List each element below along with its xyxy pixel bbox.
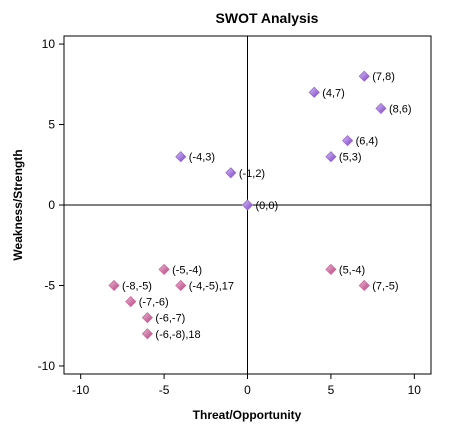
scatter-point bbox=[375, 102, 387, 114]
scatter-point bbox=[175, 279, 187, 292]
scatter-point bbox=[125, 296, 137, 308]
scatter-point bbox=[175, 151, 187, 163]
scatter-point bbox=[141, 312, 153, 324]
ticks-layer: -10 -5 0 5 10 10 5 0 -5 -10 bbox=[38, 37, 422, 397]
point-label: (-6,-7) bbox=[155, 313, 185, 325]
point-label: (6,4) bbox=[356, 136, 379, 148]
point-labels-layer: (7,8) (4,7) (8,6) (6,4) (5,3) (-4,3) (-1,2) (0,… bbox=[122, 71, 412, 341]
y-tick-label: -5 bbox=[44, 278, 55, 292]
y-tick-label: 0 bbox=[48, 198, 55, 212]
x-tick-label: -5 bbox=[159, 383, 170, 397]
y-axis-title: Weakness/Strength bbox=[11, 149, 25, 260]
scatter-point bbox=[325, 151, 337, 163]
scatter-point bbox=[325, 263, 337, 275]
y-tick-label: 10 bbox=[42, 37, 56, 51]
scatter-point bbox=[308, 86, 320, 98]
point-label: (-6,-8),18 bbox=[155, 329, 200, 341]
point-label: (7,-5) bbox=[372, 280, 398, 292]
x-tick-label: 5 bbox=[328, 383, 335, 397]
points-layer bbox=[108, 70, 387, 340]
scatter-point bbox=[358, 279, 370, 292]
x-tick-label: 10 bbox=[408, 383, 422, 397]
y-tick-label: 5 bbox=[48, 118, 55, 132]
point-label: (-8,-5) bbox=[122, 280, 152, 292]
point-label: (7,8) bbox=[372, 71, 395, 83]
point-label: (0,0) bbox=[256, 200, 279, 212]
y-tick-label: -10 bbox=[38, 359, 56, 373]
point-label: (8,6) bbox=[389, 103, 412, 115]
point-label: (-4,3) bbox=[189, 152, 215, 164]
scatter-point bbox=[241, 199, 254, 211]
scatter-point bbox=[141, 328, 153, 340]
point-label: (-1,2) bbox=[239, 168, 265, 180]
scatter-point bbox=[358, 70, 370, 82]
scatter-point bbox=[342, 135, 354, 147]
point-label: (-4,-5),17 bbox=[189, 280, 234, 292]
chart-title: SWOT Analysis bbox=[216, 10, 319, 26]
x-tick-label: -10 bbox=[72, 383, 90, 397]
point-label: (4,7) bbox=[322, 87, 345, 99]
scatter-point bbox=[108, 279, 120, 292]
x-tick-label: 0 bbox=[244, 383, 251, 397]
point-label: (-7,-6) bbox=[139, 297, 169, 309]
scatter-point bbox=[158, 263, 170, 275]
scatter-point bbox=[225, 167, 237, 179]
point-label: (5,-4) bbox=[339, 264, 365, 276]
point-label: (-5,-4) bbox=[172, 264, 202, 276]
x-axis-title: Threat/Opportunity bbox=[193, 408, 302, 422]
point-label: (5,3) bbox=[339, 152, 362, 164]
